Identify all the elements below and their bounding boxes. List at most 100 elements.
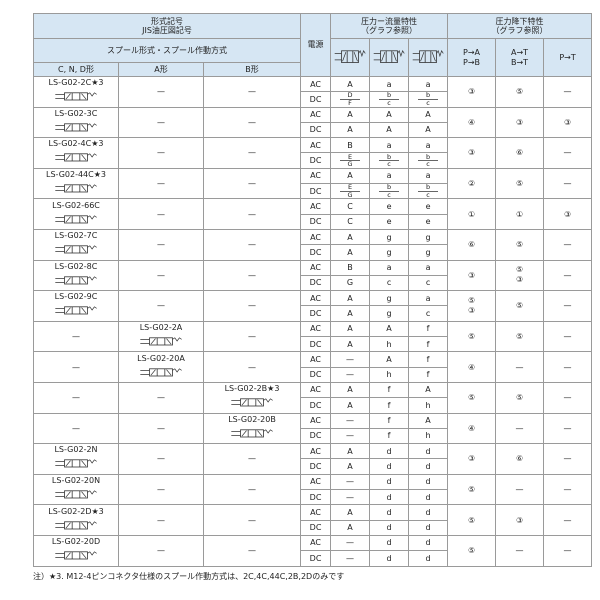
model-cell: — [202,259,302,292]
power-cell: DC [300,489,332,506]
valve-symbol [55,123,97,132]
flow-cell: d [408,458,449,475]
power-cell: AC [300,75,332,93]
table-row: LS-G02-20N — — AC — d d ⑤ — — [33,473,593,506]
power-cell: AC [300,137,332,154]
valve-symbol [231,429,273,438]
model-cell: — [33,351,119,383]
flow-cell: d [369,504,410,521]
table-row: DC — d d [34,550,592,567]
drop-cell: — [543,381,593,414]
model-cell: — [202,76,302,108]
flow-symbol [369,38,410,77]
model-cell: — [118,443,204,475]
valve-symbol [373,50,405,64]
table-row: — — LS-G02-2B★3 AC Af A ⑤ ⑤ — [33,381,593,414]
flow-cell: A [330,121,371,139]
model-name: LS-G02-2A [139,323,183,333]
valve-symbol [55,551,97,560]
model-cell: LS-G02-20B [202,412,302,445]
model-cell: — [33,320,119,353]
flow-cell: — [330,427,371,445]
power-cell: DC [300,366,332,383]
table-row: LS-G02-4C★3 — — AC Ba a ③ ⑥ — [33,137,593,169]
drop-cell: ③ [495,504,545,536]
valve-symbol [55,520,97,530]
model-cell: — [202,290,302,322]
model-cell: — [118,381,204,414]
power-cell: DC [300,519,332,536]
power-cell: DC [300,152,332,169]
power-cell: AC [300,198,332,215]
flow-cell: A [330,244,371,261]
text: D [347,91,353,100]
power-cell: DC [300,336,332,353]
flow-cell: e [408,213,449,230]
table-row: LS-G02-44C★3 — — AC Aa a ② ⑤ — [33,167,593,200]
drop-cell: — [543,504,593,536]
model-cell: — [118,290,204,322]
model-cell: — [118,412,204,445]
flow-cell: g [369,228,410,246]
flow-cell: c [408,274,449,292]
flow-cell: e [369,198,410,215]
flow-cell: d [369,534,410,552]
flow-cell: d [369,550,410,567]
text: ⑤ [467,295,476,305]
valve-symbol [140,337,182,346]
flow-cell: A [408,121,449,139]
model-name: LS-G02-2B★3 [224,384,280,394]
model-cell: — [118,228,204,261]
flow-cell: a [408,137,449,154]
flow-cell: a [408,259,449,276]
power-cell: DC [300,458,332,475]
text: b [386,183,392,192]
power-cell: AC [300,473,332,491]
spec-table: 形式記号 JIS油圧図記号 電源 圧力ー流量特性 （グラフ参照） 圧力降下特性 （グラ… [32,13,593,567]
drop-cell: — [543,137,593,169]
valve-symbol [55,245,97,254]
flow-cell: A [330,336,371,353]
flow-cell: g [408,228,449,246]
text: E [347,183,353,192]
drop-cell: — [543,320,593,353]
model-cell: LS-G02-20A [118,351,204,383]
flow-cell: A [330,519,371,536]
flow-cell: C [330,213,371,230]
flow-cell: f [369,397,410,414]
flow-cell: A [330,228,371,246]
drop-cell: ③ [495,106,545,139]
flow-cell: d [369,489,410,506]
model-cell: — [202,534,302,567]
flow-cell: f [408,351,449,368]
model-cell: — [33,381,119,414]
drop-cell: — [543,290,593,322]
flow-symbol [408,38,449,77]
model-name: LS-G02-20B [228,414,276,424]
header-type: A形 [118,62,204,77]
model-cell: — [202,473,302,506]
text: c [418,98,439,107]
drop-cell: ③ [447,137,497,169]
flow-cell: g [369,305,410,322]
flow-cell: a [369,259,410,276]
header-spool: スプール形式・スプール作動方式 [32,38,302,63]
drop-cell: ③ [447,443,497,475]
text: c [418,160,439,168]
text: c [379,98,400,107]
valve-symbol [55,214,97,224]
drop-cell: ⑥ [495,137,545,169]
text: P→A [463,48,481,58]
text: c [418,190,439,199]
power-cell: AC [300,228,332,246]
drop-cell: — [495,534,545,567]
model-cell: LS-G02-2D★3 [33,504,119,536]
valve-symbol [55,459,97,468]
model-cell: — [118,534,204,567]
valve-symbol [55,153,97,162]
flow-cell: f [408,366,449,383]
